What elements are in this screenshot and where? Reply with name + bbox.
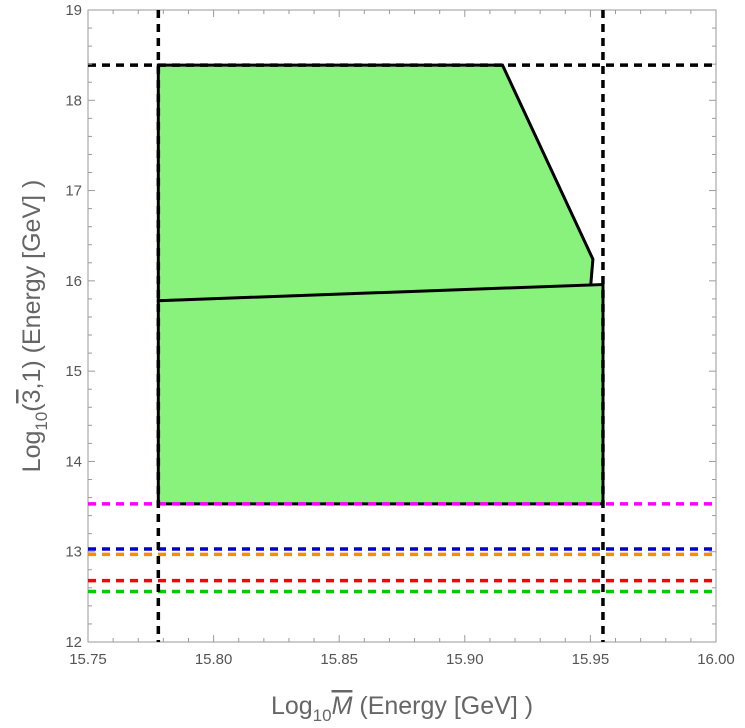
x-tick-label: 15.90 [446, 651, 484, 668]
x-axis-title-log: Log [271, 692, 313, 720]
vertical-line-layer [156, 10, 605, 642]
y-axis-title-base: 10 [32, 412, 51, 431]
y-axis-title-unit: ,1) (Energy [GeV] ) [18, 180, 46, 390]
x-axis-title: Log10M (Energy [GeV] ) [271, 692, 533, 725]
y-tick-label: 17 [65, 183, 82, 200]
y-axis-title-log: Log [18, 431, 46, 473]
x-axis-title-base: 10 [313, 706, 332, 725]
y-tick-label: 14 [65, 453, 82, 470]
x-tick-label: 15.85 [320, 651, 358, 668]
x-axis-title-symbol: M [332, 692, 353, 720]
x-tick-label: 15.75 [69, 651, 107, 668]
y-axis-title: Log10(3,1) (Energy [GeV] ) [18, 180, 51, 473]
x-tick-label: 15.95 [572, 651, 610, 668]
y-tick-label: 15 [65, 363, 82, 380]
horizontal-line-layer [88, 63, 716, 594]
y-tick-label: 12 [65, 634, 82, 651]
x-axis-title-unit: (Energy [GeV] ) [352, 692, 533, 720]
allowed-region-2 [156, 282, 605, 506]
y-tick-label: 13 [65, 544, 82, 561]
region-layer [156, 63, 605, 506]
y-axis-title-open: ( [18, 403, 46, 412]
y-tick-label: 16 [65, 273, 82, 290]
y-axis-title-symbol: 3 [18, 389, 46, 403]
x-tick-label: 15.80 [195, 651, 233, 668]
y-axis-ticks: 12 13 14 15 16 17 18 19 [65, 2, 716, 651]
y-tick-label: 19 [65, 2, 82, 19]
x-tick-label: 16.00 [697, 651, 735, 668]
x-axis-ticks: 15.75 15.80 15.85 15.90 15.95 16.00 [69, 10, 735, 668]
y-tick-label: 18 [65, 92, 82, 109]
